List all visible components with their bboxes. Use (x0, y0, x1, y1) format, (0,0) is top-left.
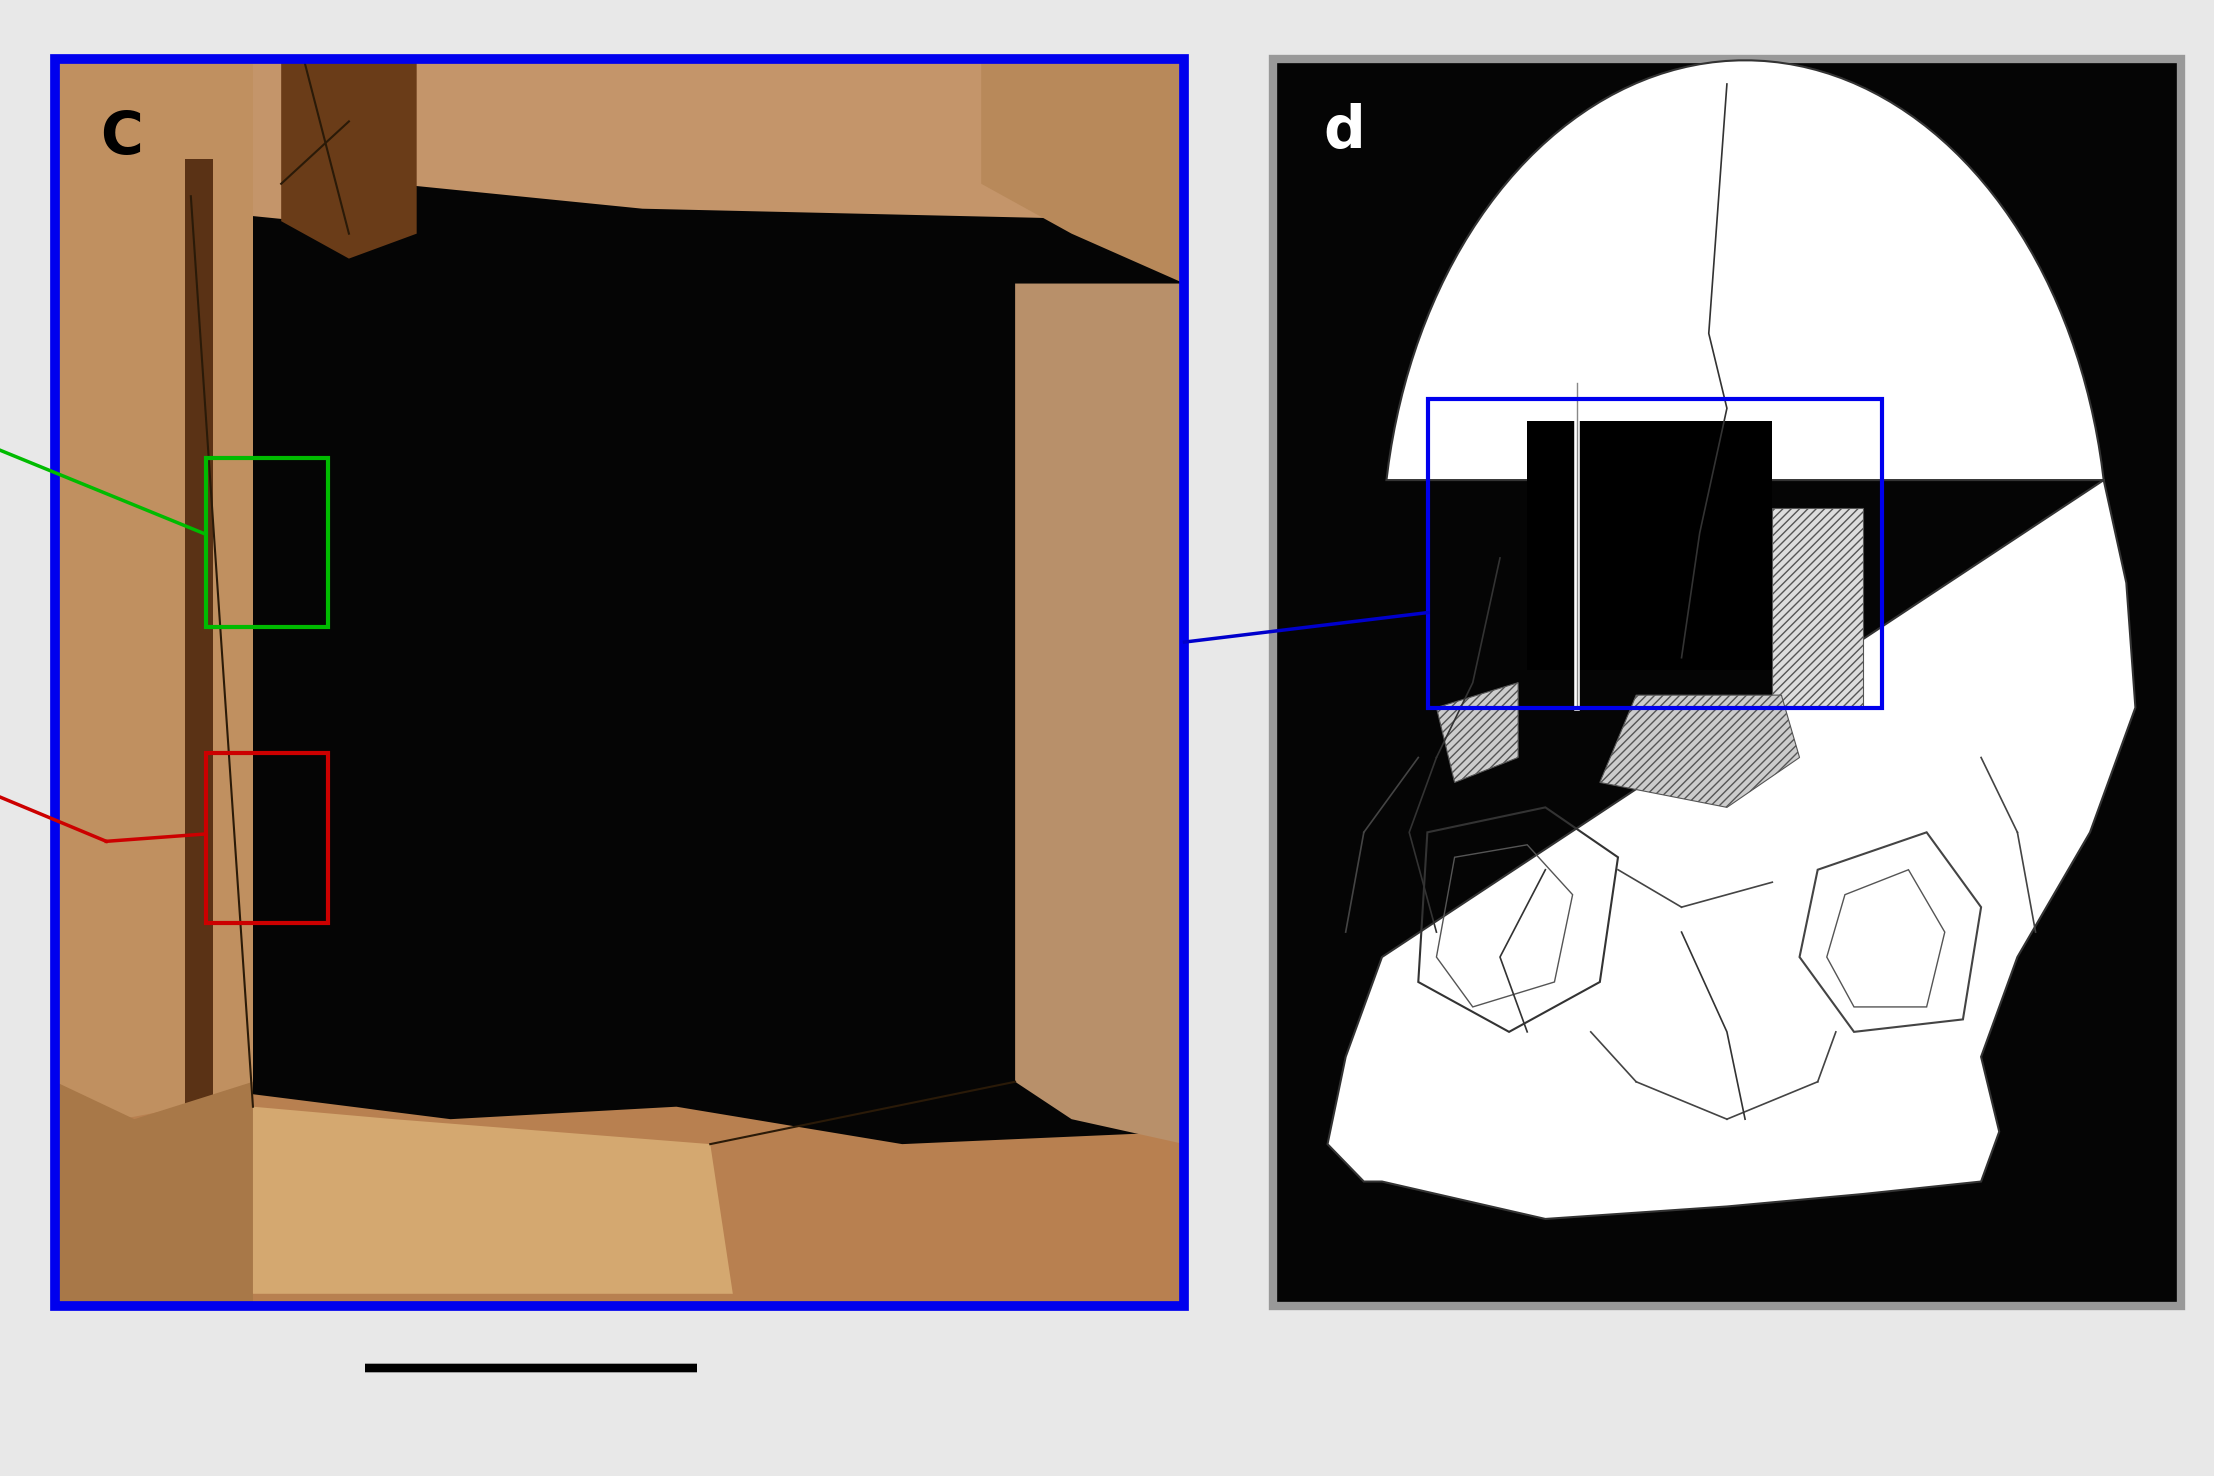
Bar (186, 159, 213, 1256)
Polygon shape (55, 59, 1184, 221)
Polygon shape (55, 59, 252, 1306)
Bar (55, 59, 1184, 1306)
Polygon shape (252, 1107, 733, 1294)
Polygon shape (55, 1082, 252, 1306)
Polygon shape (1437, 682, 1519, 782)
Text: d: d (1324, 103, 1364, 159)
Polygon shape (281, 59, 416, 258)
Bar (55, 59, 1184, 1306)
Polygon shape (1601, 695, 1800, 807)
Bar (1273, 59, 2181, 1306)
Text: C: C (100, 109, 144, 165)
Bar (1428, 399, 1882, 708)
Bar (206, 458, 328, 627)
Bar (1528, 421, 1771, 670)
Polygon shape (1328, 61, 2134, 1219)
Bar (206, 753, 328, 922)
Polygon shape (55, 1094, 1184, 1306)
Polygon shape (1014, 283, 1184, 1144)
Polygon shape (981, 59, 1184, 283)
Bar (1771, 508, 1864, 707)
